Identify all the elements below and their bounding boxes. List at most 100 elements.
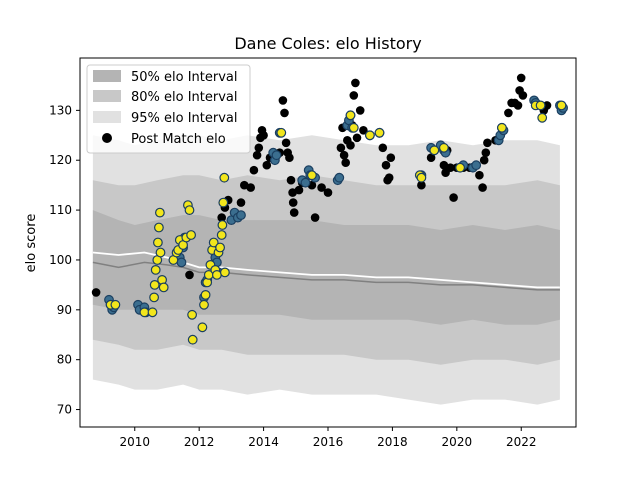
x-tick-label: 2018 <box>377 435 408 449</box>
post-match-point-yellow <box>345 110 356 121</box>
post-match-point-yellow <box>154 207 165 218</box>
post-match-point-black <box>278 96 288 105</box>
x-tick-label: 2016 <box>313 435 344 449</box>
post-match-point-black <box>281 138 291 148</box>
post-match-point-blue <box>334 172 345 183</box>
y-tick-label: 80 <box>57 353 72 367</box>
post-match-point-black <box>249 165 259 175</box>
post-match-point-yellow <box>199 299 209 310</box>
post-match-point-yellow <box>158 282 169 293</box>
post-match-point-black <box>381 160 391 170</box>
post-match-point-yellow <box>208 237 219 248</box>
post-match-point-black <box>355 106 365 115</box>
post-match-point-black <box>516 73 526 83</box>
post-match-point-black <box>336 143 346 153</box>
post-match-point-yellow <box>187 334 198 345</box>
post-match-point-yellow <box>348 122 359 133</box>
post-match-point-yellow <box>276 127 287 138</box>
post-match-point-black <box>504 108 513 118</box>
post-match-point-yellow <box>216 230 227 240</box>
post-match-point-yellow <box>150 265 161 275</box>
post-match-point-black <box>246 183 255 192</box>
post-match-point-black <box>339 150 349 160</box>
post-match-point-black <box>439 160 449 170</box>
legend-swatch-50 <box>93 70 121 82</box>
post-match-point-black <box>285 153 294 162</box>
post-match-point-black <box>483 138 492 148</box>
y-tick-label: 90 <box>57 303 72 317</box>
post-match-point-yellow <box>184 205 195 216</box>
post-match-point-black <box>479 155 489 165</box>
x-tick-label: 2022 <box>506 435 537 449</box>
post-match-point-yellow <box>217 220 228 230</box>
post-match-point-black <box>289 208 299 217</box>
post-match-point-black <box>386 153 396 162</box>
y-tick-label: 100 <box>49 253 72 267</box>
y-tick-label: 110 <box>49 203 72 217</box>
post-match-point-yellow <box>149 292 160 303</box>
post-match-point-black <box>518 91 528 100</box>
post-match-point-black <box>513 101 523 110</box>
post-match-point-yellow <box>416 172 427 183</box>
legend-label-80: 80% elo Interval <box>131 90 238 105</box>
post-match-point-black <box>352 133 362 143</box>
post-match-point-black <box>91 288 101 297</box>
post-match-point-black <box>323 188 333 197</box>
post-match-point-black <box>294 185 304 195</box>
post-match-point-yellow <box>374 127 385 138</box>
post-match-point-black <box>286 175 296 185</box>
post-match-point-yellow <box>153 222 164 233</box>
y-axis-label: elo score <box>24 214 39 273</box>
post-match-point-black <box>252 150 262 160</box>
legend-label-post-match: Post Match elo <box>131 132 226 147</box>
post-match-point-blue <box>176 257 187 268</box>
post-match-point-black <box>259 131 268 140</box>
post-match-point-black <box>349 91 359 100</box>
post-match-point-yellow <box>187 309 198 320</box>
post-match-point-yellow <box>218 197 229 208</box>
x-tick-label: 2010 <box>119 435 150 449</box>
post-match-point-black <box>426 153 436 162</box>
chart-title: Dane Coles: elo History <box>234 34 421 53</box>
post-match-point-black <box>346 141 355 150</box>
post-match-point-yellow <box>152 237 163 248</box>
post-match-point-black <box>351 78 360 88</box>
post-match-point-black <box>417 180 426 190</box>
post-match-point-black <box>481 148 491 157</box>
legend-label-50: 50% elo Interval <box>131 70 238 85</box>
post-match-point-yellow <box>439 142 449 153</box>
post-match-point-yellow <box>147 307 158 318</box>
post-match-point-black <box>446 163 455 172</box>
x-tick-label: 2014 <box>248 435 279 449</box>
post-match-point-yellow <box>497 122 507 133</box>
post-match-point-black <box>359 126 368 135</box>
post-match-point-yellow <box>149 280 160 290</box>
post-match-point-blue <box>471 160 482 171</box>
y-tick-label: 70 <box>57 403 72 417</box>
legend-swatch-95 <box>93 111 121 123</box>
post-match-point-yellow <box>537 112 548 123</box>
post-match-point-black <box>280 108 289 118</box>
legend-label-95: 95% elo Interval <box>131 111 238 126</box>
post-match-point-black <box>317 183 326 192</box>
y-tick-label: 130 <box>49 103 72 117</box>
post-match-point-blue <box>300 177 311 188</box>
legend-swatch-80 <box>93 90 121 102</box>
post-match-point-yellow <box>219 172 230 183</box>
post-match-point-black <box>384 173 394 182</box>
post-match-point-black <box>254 143 264 153</box>
x-tick-label: 2020 <box>442 435 473 449</box>
post-match-point-yellow <box>307 170 317 181</box>
post-match-point-yellow <box>556 100 567 111</box>
post-match-point-black <box>449 193 458 202</box>
x-tick-label: 2012 <box>184 435 215 449</box>
post-match-point-yellow <box>139 307 150 318</box>
post-match-point-yellow <box>535 100 546 111</box>
post-match-point-yellow <box>200 290 211 300</box>
post-match-point-yellow <box>197 322 208 333</box>
post-match-point-blue <box>236 210 246 221</box>
y-tick-label: 120 <box>49 153 72 167</box>
post-match-point-yellow <box>365 130 375 141</box>
